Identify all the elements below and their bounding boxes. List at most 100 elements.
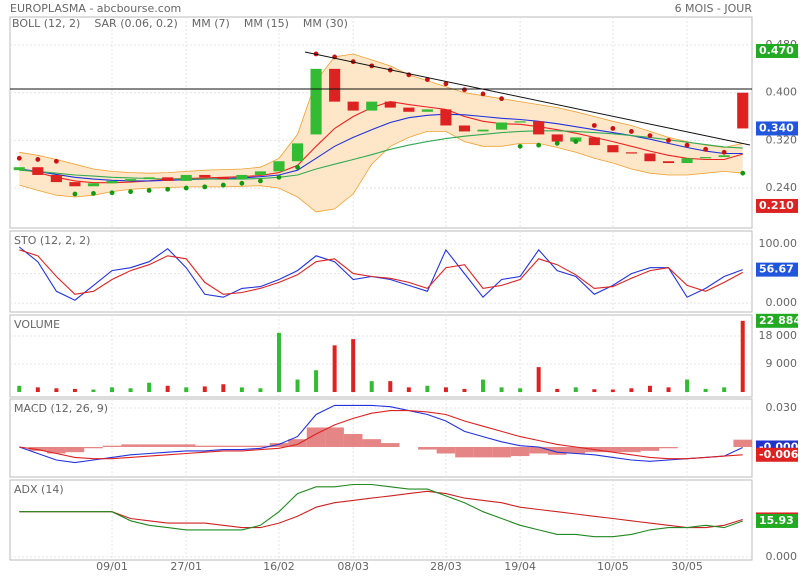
y-tick-label: 0.400 (766, 86, 798, 99)
candle (273, 161, 285, 172)
volume-bar (35, 387, 40, 393)
histogram-bar (547, 446, 567, 455)
sar-dot (91, 191, 96, 196)
volume-bar (388, 381, 393, 393)
y-tick-label: 9 000 (766, 357, 798, 370)
candle (384, 101, 396, 108)
candle (662, 161, 675, 164)
moving-average (19, 101, 743, 184)
macd-panel (9, 398, 753, 478)
sar-dot (629, 129, 634, 134)
histogram-bar (473, 446, 493, 458)
panel-title: STO (12, 2, 2) (14, 234, 90, 247)
bollinger-lower (19, 131, 743, 213)
sar-dot (128, 189, 133, 195)
sto-panel (9, 230, 753, 313)
sar-dot (165, 186, 171, 192)
histogram-bar (362, 439, 381, 447)
candle (421, 109, 433, 112)
volume-bar (443, 387, 448, 393)
value-box-label: 0.470 (759, 44, 794, 57)
volume-bar (128, 388, 133, 393)
volume-bar (685, 379, 690, 393)
indicator-line (19, 404, 743, 464)
x-tick-label: 10/05 (597, 560, 629, 573)
value-box-label: -0.006 (759, 448, 799, 461)
volume-bar (740, 320, 745, 393)
candle (180, 174, 192, 181)
value-box (756, 313, 798, 328)
volume-bar (666, 387, 671, 393)
histogram-bar (436, 446, 456, 454)
legend-entry: MM (7) (192, 17, 230, 30)
sar-dot (573, 139, 579, 144)
candle (217, 177, 229, 180)
candle (106, 180, 118, 184)
candle (644, 153, 656, 162)
candle (737, 92, 749, 129)
value-box-label: 0.210 (759, 199, 794, 212)
volume-bar (518, 388, 523, 393)
volume-bar (369, 381, 374, 393)
indicator-line (19, 483, 743, 538)
sar-dot (517, 143, 523, 149)
sar-dot (53, 158, 59, 164)
candle (403, 107, 415, 112)
period: 6 MOIS - JOUR (675, 2, 753, 15)
candle (143, 177, 155, 180)
candle (69, 182, 81, 187)
indicator-line (19, 249, 743, 295)
panel-title: ADX (14) (14, 483, 64, 496)
sar-dot (610, 126, 616, 131)
x-tick-label: 16/02 (263, 560, 295, 573)
legend-entry: BOLL (12, 2) (12, 17, 80, 30)
y-tick-label: 0.320 (766, 133, 798, 146)
value-box (756, 262, 798, 277)
panel-title: VOLUME (14, 318, 60, 331)
histogram-bar (603, 446, 623, 453)
volume-bar (314, 370, 319, 393)
volume-bar (72, 388, 77, 393)
histogram-bar (492, 446, 511, 458)
candle (607, 145, 619, 153)
y-tick-label: 0.000 (766, 296, 798, 309)
bollinger-band (19, 53, 743, 212)
histogram-bar (325, 427, 344, 447)
volume-bar (610, 389, 615, 393)
histogram-bar (158, 444, 177, 447)
volume-bar (351, 339, 356, 393)
histogram-bar (529, 446, 548, 454)
sar-dot (684, 142, 690, 148)
value-box (756, 513, 798, 528)
histogram-bar (139, 444, 159, 447)
candle (458, 125, 471, 132)
sar-dot (295, 164, 300, 170)
sar-dot (647, 133, 653, 139)
histogram-bar (566, 446, 586, 454)
histogram-bar (659, 446, 678, 449)
sar-dot (740, 170, 746, 176)
sar-dot (146, 188, 152, 193)
volume-bar (258, 388, 263, 393)
volume-bar (481, 379, 486, 393)
legend-entry: MM (30) (303, 17, 348, 30)
volume-bar (91, 389, 96, 393)
histogram-bar (343, 433, 363, 447)
candle (291, 143, 304, 162)
sar-dot (536, 142, 542, 148)
candle (236, 174, 248, 180)
sar-dot (554, 140, 560, 146)
histogram-bar (28, 446, 48, 451)
x-tick-label: 27/01 (170, 560, 202, 573)
histogram-bar (102, 445, 122, 447)
histogram-bar (47, 446, 66, 454)
x-tick-label: 19/04 (504, 560, 536, 573)
marks: 09/01 27/01 16/02 08/03 28/03 19/04 10/05 30/05 (10, 17, 752, 573)
volume-bar (573, 387, 578, 393)
histogram-bar (455, 446, 474, 458)
chart-title: EUROPLASMA - abcbourse.com (10, 2, 181, 15)
histogram-bar (510, 446, 530, 457)
volume-bar (147, 382, 152, 393)
indicator-line (19, 490, 743, 529)
